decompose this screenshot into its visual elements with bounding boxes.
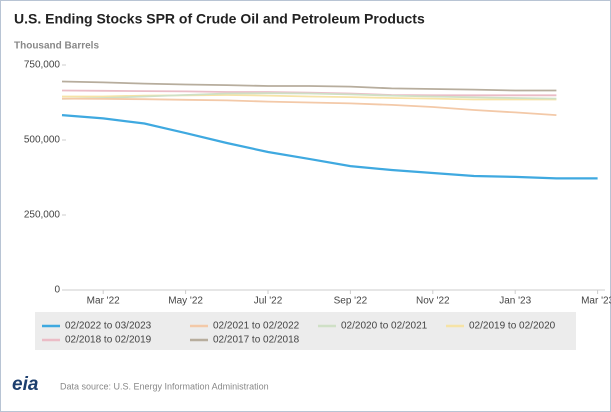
x-tick-label: Nov '22 (416, 296, 450, 307)
series-line (61, 114, 598, 180)
x-tick-label: Jan '23 (499, 296, 531, 307)
x-tick-label: Mar '22 (87, 296, 120, 307)
y-axis-label: Thousand Barrels (14, 41, 99, 52)
y-tick-label: 250,000 (24, 210, 61, 221)
series-line (61, 97, 557, 116)
legend-label: 02/2020 to 02/2021 (341, 321, 428, 332)
series-line (61, 80, 557, 92)
logo: eia (12, 374, 39, 395)
x-tick-label: May '22 (168, 296, 203, 307)
legend-label: 02/2021 to 02/2022 (213, 321, 300, 332)
series-line (61, 92, 557, 100)
y-tick-label: 500,000 (24, 135, 61, 146)
legend-box (35, 312, 576, 350)
y-tick-label: 0 (54, 285, 60, 296)
x-tick-label: Jul '22 (254, 296, 283, 307)
legend-label: 02/2018 to 02/2019 (65, 335, 152, 346)
chart-title: U.S. Ending Stocks SPR of Crude Oil and … (14, 11, 425, 27)
y-tick-label: 750,000 (24, 60, 61, 71)
legend-label: 02/2019 to 02/2020 (469, 321, 556, 332)
source: Data source: U.S. Energy Information Adm… (60, 381, 269, 391)
legend-label: 02/2017 to 02/2018 (213, 335, 300, 346)
x-tick-label: Mar '23 (581, 296, 611, 307)
legend-label: 02/2022 to 03/2023 (65, 321, 152, 332)
x-tick-label: Sep '22 (334, 296, 368, 307)
